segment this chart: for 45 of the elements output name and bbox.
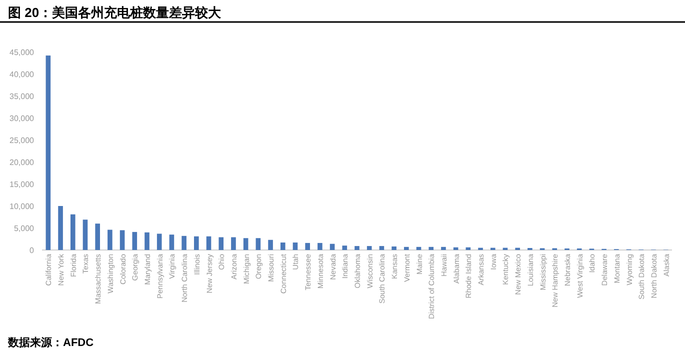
y-tick-label: 45,000	[10, 48, 35, 57]
y-tick-label: 0	[30, 246, 35, 255]
y-tick-label: 10,000	[10, 202, 35, 211]
y-tick-label: 20,000	[10, 158, 35, 167]
bar	[379, 246, 384, 250]
chart-title: 图 20：美国各州充电桩数量差异较大	[8, 5, 222, 20]
bar	[70, 214, 76, 250]
bar	[194, 236, 199, 250]
bar	[156, 234, 162, 250]
bar	[120, 230, 125, 250]
bar	[218, 237, 224, 250]
bar	[330, 244, 335, 250]
y-tick-label: 25,000	[10, 136, 35, 145]
bar	[231, 237, 236, 250]
bar	[182, 236, 186, 250]
bar	[305, 242, 310, 250]
bar	[82, 220, 88, 250]
y-tick-label: 40,000	[10, 70, 35, 79]
bar	[392, 246, 396, 250]
bar	[169, 234, 174, 250]
y-tick-label: 35,000	[10, 92, 35, 101]
y-tick-label: 15,000	[10, 180, 35, 189]
bar	[366, 246, 372, 250]
bar	[268, 240, 273, 250]
bar	[206, 236, 212, 250]
y-tick-label: 30,000	[10, 114, 35, 123]
bar	[354, 246, 360, 250]
bar	[318, 242, 322, 250]
bar	[416, 246, 422, 250]
bar	[428, 246, 434, 250]
bar	[292, 242, 298, 250]
bar	[95, 224, 100, 250]
source-note: 数据来源：AFDC	[7, 336, 94, 349]
bar	[441, 246, 446, 250]
y-tick-label: 5,000	[14, 224, 35, 233]
bar	[58, 206, 63, 250]
bar	[144, 232, 150, 250]
bar	[243, 238, 248, 250]
bar	[404, 246, 409, 250]
bar	[256, 238, 261, 250]
bar	[132, 232, 138, 250]
bar	[280, 242, 286, 250]
bar	[108, 230, 112, 250]
bar	[342, 246, 348, 250]
bar	[46, 56, 51, 250]
